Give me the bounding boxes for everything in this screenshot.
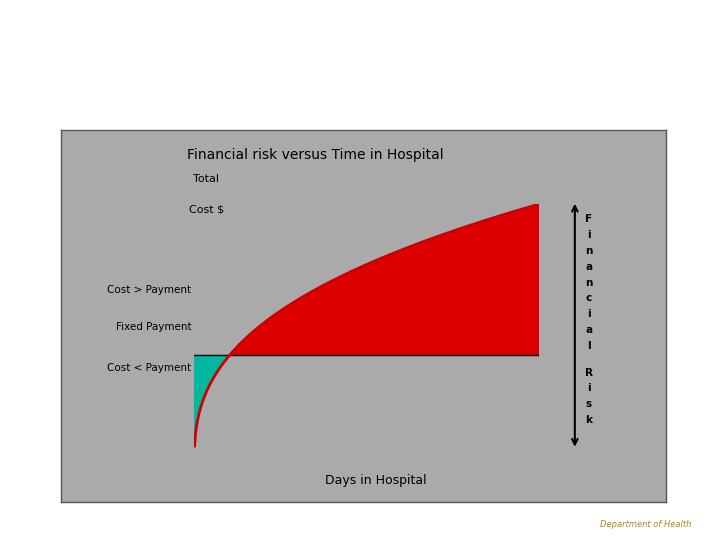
Text: l: l xyxy=(587,341,590,351)
Text: a: a xyxy=(585,325,593,335)
Polygon shape xyxy=(230,204,539,355)
Text: n: n xyxy=(585,278,593,288)
Text: R: R xyxy=(585,368,593,377)
Polygon shape xyxy=(582,65,634,172)
Text: health: health xyxy=(634,24,691,42)
Text: a: a xyxy=(585,262,593,272)
Text: Department of Health: Department of Health xyxy=(600,520,691,529)
Text: F: F xyxy=(585,214,593,224)
Text: s: s xyxy=(585,399,592,409)
Text: i: i xyxy=(587,230,590,240)
Polygon shape xyxy=(194,355,230,446)
Text: Days in Hospital: Days in Hospital xyxy=(325,474,426,487)
Text: i: i xyxy=(587,383,590,394)
Text: Financial risk versus time: Financial risk versus time xyxy=(14,86,225,105)
Text: Cost > Payment: Cost > Payment xyxy=(107,285,192,295)
Text: Cost $: Cost $ xyxy=(189,204,224,214)
Text: Cost < Payment: Cost < Payment xyxy=(107,363,192,373)
Text: n: n xyxy=(585,246,593,256)
Text: k: k xyxy=(585,415,592,425)
Text: i: i xyxy=(587,309,590,319)
Text: Total: Total xyxy=(194,174,220,184)
Text: Fixed Payment: Fixed Payment xyxy=(116,322,192,332)
Text: Financial risk versus Time in Hospital: Financial risk versus Time in Hospital xyxy=(187,148,444,162)
Text: c: c xyxy=(585,293,592,303)
